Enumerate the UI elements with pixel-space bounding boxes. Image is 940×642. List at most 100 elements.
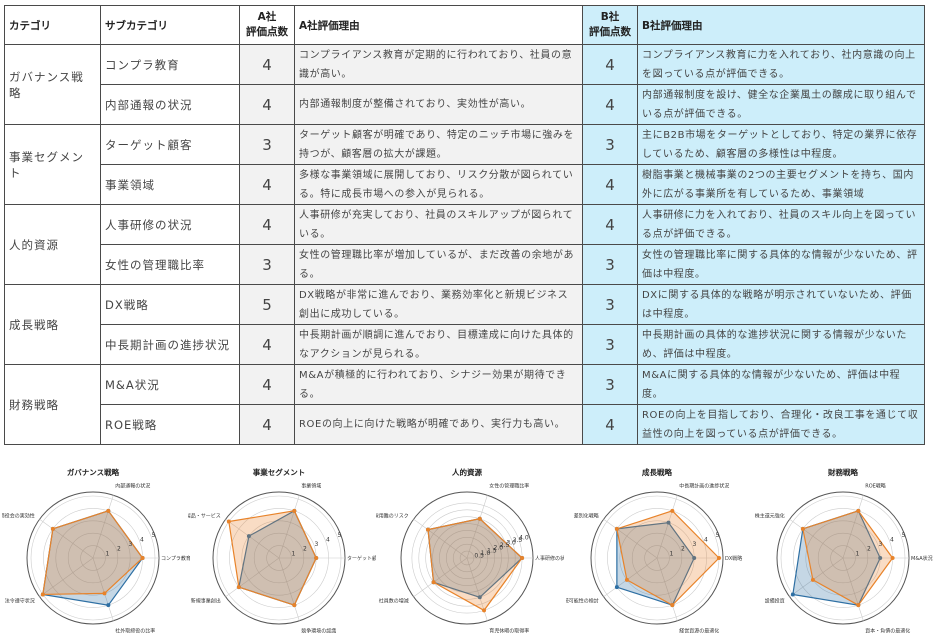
radial-tick-label: 4 [326, 536, 330, 543]
data-point [670, 603, 675, 608]
data-point [800, 526, 805, 531]
radial-tick-label: 1.5 [487, 547, 497, 554]
radial-tick-label: 5 [715, 532, 719, 539]
radial-tick-label: 1.0 [481, 550, 491, 557]
subcategory-cell: ROE戦略 [100, 404, 240, 445]
axis-spoke [92, 557, 114, 621]
radar-chart-governance: ガバナンス戦略 1 23 45 コンプラ教育 内部通報の状況取締役会の実効性法令遵守状況社… [2, 462, 190, 642]
data-point [292, 508, 297, 513]
radial-tick-label: 1 [669, 550, 673, 557]
header-b-reason: B社評価理由 [637, 5, 925, 45]
data-point [477, 595, 482, 600]
radar-chart-growth-strategy: 成長戦略 1 23 45 DX戦略 中長期計画の進捗状況差別化戦略持続可能性の検討経営資源… [566, 462, 754, 642]
axis-label: コンプラ教育 [161, 555, 190, 562]
radial-tick-label: 1 [855, 550, 859, 557]
subcategory-cell: 人事研修の状況 [100, 204, 240, 245]
axis-spoke [842, 495, 864, 559]
table-row: 人的資源 人事研修の状況 4 人事研修が充実しており、社員のスキルアップが図られている… [4, 204, 925, 285]
radial-tick-label: 4 [704, 536, 708, 543]
table-header-row: カテゴリ サブカテゴリ A社 評価点数 A社評価理由 B社 評価点数 B社評価理由 [4, 5, 925, 45]
subcategory-cell: ターゲット顧客 [100, 124, 240, 165]
a-reason-cell: 内部通報制度が整備されており、実効性が高い。 [294, 84, 583, 125]
axis-label: ROE戦略 [865, 483, 886, 490]
b-score-cell: 3 [582, 244, 638, 285]
header-b-score-line2: 評価点数 [589, 26, 631, 38]
a-score-cell: 4 [239, 404, 295, 445]
radial-tick-label: 4.0 [519, 534, 529, 541]
radial-tick-label: 3.5 [513, 537, 523, 544]
data-point [102, 591, 107, 596]
a-score-cell: 3 [239, 244, 295, 285]
radar-chart-business-segment: 事業セグメント 1 23 45 ターゲット顧客 事業領域新製品・サービス新規事業創出競争環… [188, 462, 376, 642]
a-reason-cell: M&Aが積極的に行われており、シナジー効果が期待できる。 [294, 364, 583, 405]
a-score-cell: 4 [239, 324, 295, 365]
series-a-polygon [42, 510, 144, 596]
b-score-cell: 4 [582, 204, 638, 245]
data-point [292, 603, 297, 608]
series-b-polygon [792, 510, 881, 606]
axis-label: 差別化戦略 [574, 513, 599, 520]
b-reason-cell: DXに関する具体的な戦略が明示されていないため、評価は中程度。 [637, 284, 925, 325]
data-point [717, 556, 721, 560]
chart-title: ガバナンス戦略 [67, 467, 120, 477]
header-a-score-line1: A社 [257, 11, 277, 23]
b-score-cell: 3 [582, 124, 638, 165]
axis-spoke [656, 495, 678, 559]
data-point [614, 526, 619, 531]
data-point [856, 508, 861, 513]
subcategory-cell: 事業領域 [100, 164, 240, 205]
radial-tick-label: 5 [901, 532, 905, 539]
subcategory-cell: コンプラ教育 [100, 44, 240, 85]
a-reason-cell: コンプライアンス教育が定期的に行われており、社員の意識が高い。 [294, 44, 583, 85]
axis-spoke [225, 518, 280, 559]
axis-spoke [39, 518, 94, 559]
data-point [246, 534, 251, 539]
category-cell: ガバナンス戦略 [4, 44, 101, 125]
evaluation-table-container: カテゴリ サブカテゴリ A社 評価点数 A社評価理由 B社 評価点数 B社評価理由 … [4, 5, 925, 445]
radial-tick-label: 3.0 [506, 540, 516, 547]
axis-label: 株主還元強化 [755, 513, 785, 520]
subcategory-cell: 女性の管理職比率 [100, 244, 240, 285]
axis-spoke [656, 557, 678, 621]
radial-tick-label: 2 [867, 546, 871, 553]
data-point [624, 577, 629, 582]
data-point [226, 519, 231, 524]
data-point [890, 556, 895, 560]
radial-tick-label: 3 [128, 541, 132, 548]
radial-tick-label: 2 [117, 546, 121, 553]
axis-label: 取締役会の実効性 [2, 513, 35, 520]
data-point [236, 585, 241, 590]
header-a-reason: A社評価理由 [294, 5, 583, 45]
category-cell: 事業セグメント [4, 124, 101, 205]
b-score-cell: 3 [582, 324, 638, 365]
series-a-polygon [427, 518, 523, 612]
chart-title: 財務戦略 [827, 467, 858, 477]
radar-chart-financial-strategy: 財務戦略 1 2 3 4 5 M&A状況 ROE戦略 株主還元強化 設備投資 資本・負債の最適化 [752, 462, 940, 642]
radial-tick-label: 4 [140, 536, 144, 543]
header-category: カテゴリ [4, 5, 101, 45]
table-row: 中長期計画の進捗状況 4 中長期計画が順調に進んでおり、目標達成に向けた具体的なアク… [5, 324, 925, 365]
a-reason-cell: DX戦略が非常に進んでおり、業務効率化と新規ビジネス創出に成功している。 [294, 284, 583, 325]
axis-spoke [603, 557, 658, 598]
radial-tick-label: 3 [314, 541, 318, 548]
chart-title: 成長戦略 [642, 467, 672, 477]
b-reason-cell: 樹脂事業と機械事業の2つの主要セグメントを持ち、国内外に広がる事業所を有している… [637, 164, 925, 205]
data-point [878, 556, 883, 560]
header-b-score: B社 評価点数 [582, 5, 638, 45]
axis-label: 持続可能性の検討 [566, 597, 599, 604]
evaluation-table: カテゴリ サブカテゴリ A社 評価点数 A社評価理由 B社 評価点数 B社評価理由 … [4, 5, 925, 445]
table-row: 内部通報の状況 4 内部通報制度が整備されており、実効性が高い。 4 内部通報制度を設け… [5, 84, 925, 125]
subcategory-cell: DX戦略 [100, 284, 240, 325]
radar-chart-human-resources: 人的資源 0.51.01.52.02.53.03.54.0 人事研修の状況 女性の管理… [376, 462, 564, 642]
b-score-cell: 3 [582, 364, 638, 405]
axis-spoke [413, 557, 468, 598]
subcategory-cell: 内部通報の状況 [100, 84, 240, 125]
data-point [666, 520, 671, 525]
a-score-cell: 3 [239, 124, 295, 165]
a-reason-cell: 多様な事業領域に展開しており、リスク分散が図られている。特に成長市場への参入が見… [294, 164, 583, 205]
data-point [106, 603, 111, 608]
b-reason-cell: 中長期計画の具体的な進捗状況に関する情報が少ないため、評価は中程度。 [637, 324, 925, 365]
a-score-cell: 4 [239, 364, 295, 405]
axis-spoke [278, 495, 300, 559]
a-score-cell: 5 [239, 284, 295, 325]
